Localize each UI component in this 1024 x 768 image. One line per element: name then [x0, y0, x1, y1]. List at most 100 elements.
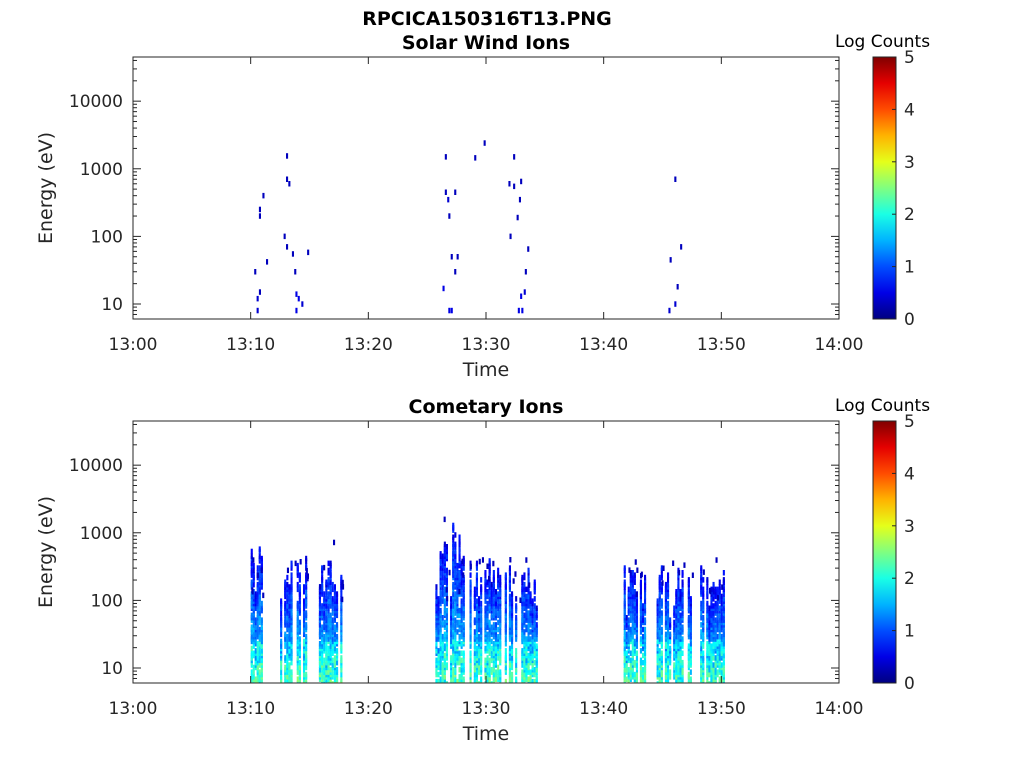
data-cell	[284, 664, 287, 671]
data-cell	[444, 189, 447, 195]
data-cell	[644, 574, 647, 581]
data-cell	[515, 603, 518, 609]
data-cell	[336, 591, 339, 597]
data-cell	[715, 557, 718, 563]
data-cell	[298, 659, 301, 666]
data-cell	[675, 598, 678, 604]
data-cell	[629, 600, 632, 607]
data-cell	[327, 645, 330, 652]
data-cell	[633, 572, 636, 578]
data-cell	[531, 662, 534, 668]
data-cell	[660, 669, 663, 675]
data-cell	[318, 610, 321, 616]
data-cell	[631, 633, 634, 640]
data-cell	[533, 631, 536, 638]
data-cell	[627, 633, 630, 640]
y-tick-label: 10000	[69, 456, 123, 476]
data-cell	[484, 570, 487, 576]
data-cell	[664, 615, 667, 621]
data-cell	[625, 631, 628, 638]
data-cell	[718, 617, 721, 623]
data-cell	[635, 671, 638, 678]
data-cell	[439, 676, 442, 682]
data-cell	[635, 650, 638, 656]
data-cell	[714, 667, 717, 673]
data-cell	[722, 667, 725, 673]
data-cell	[473, 664, 476, 671]
data-cell	[515, 648, 518, 654]
data-cell	[439, 589, 442, 595]
data-cell	[679, 605, 682, 611]
data-cell	[667, 581, 670, 588]
data-cell	[710, 662, 713, 668]
data-cell	[631, 650, 634, 656]
data-cell	[458, 607, 461, 614]
data-cell	[298, 584, 301, 590]
y-tick-label: 100	[91, 591, 123, 611]
data-cell	[305, 633, 308, 640]
data-cell	[627, 667, 630, 673]
data-cell	[689, 676, 692, 682]
data-cell	[625, 676, 628, 682]
data-cell	[323, 622, 326, 628]
data-cell	[515, 596, 518, 602]
data-cell	[528, 582, 531, 588]
data-cell	[445, 567, 448, 574]
data-cell	[658, 648, 661, 654]
data-cell	[318, 629, 321, 635]
data-cell	[486, 563, 489, 569]
data-cell	[490, 652, 493, 659]
data-cell	[266, 259, 269, 265]
data-cell	[658, 600, 661, 607]
data-cell	[458, 619, 461, 626]
data-cell	[460, 579, 463, 585]
data-cell	[716, 619, 719, 626]
data-cell	[443, 574, 446, 581]
data-cell	[445, 544, 448, 550]
data-cell	[329, 570, 332, 576]
data-cell	[284, 600, 287, 607]
data-cell	[286, 567, 289, 574]
data-cell	[710, 674, 713, 680]
data-cell	[527, 633, 530, 640]
data-cell	[329, 560, 332, 567]
data-cell	[494, 622, 497, 628]
data-cell	[305, 562, 308, 569]
axes-frame	[132, 56, 840, 320]
data-cell	[488, 667, 491, 673]
data-cell	[644, 607, 647, 614]
data-cell	[435, 584, 438, 590]
data-cell	[664, 631, 667, 638]
data-cell	[490, 638, 493, 645]
data-cell	[629, 664, 632, 671]
data-cell	[511, 619, 514, 626]
data-cell	[710, 622, 713, 628]
data-cell	[327, 598, 330, 604]
data-cell	[286, 607, 289, 614]
data-cell	[462, 555, 465, 562]
data-cell	[708, 615, 711, 621]
data-cell	[627, 617, 630, 623]
data-cell	[702, 615, 705, 621]
data-cell	[288, 181, 291, 187]
data-cell	[702, 650, 705, 656]
data-cell	[700, 600, 703, 607]
data-cell	[325, 645, 328, 652]
data-cell	[298, 572, 301, 578]
data-cell	[494, 676, 497, 682]
data-cell	[675, 659, 678, 666]
data-cell	[687, 600, 690, 607]
data-cell	[677, 581, 680, 588]
data-cell	[435, 667, 438, 673]
data-cell	[529, 629, 532, 635]
data-cell	[296, 664, 299, 671]
data-cell	[521, 662, 524, 668]
data-cell	[452, 522, 455, 529]
y-axis-label: Energy (eV)	[35, 132, 57, 244]
data-cell	[327, 617, 330, 623]
data-cell	[478, 633, 481, 640]
data-cell	[258, 289, 261, 295]
data-cell	[511, 591, 514, 597]
data-cell	[721, 584, 724, 590]
data-cell	[443, 652, 446, 659]
